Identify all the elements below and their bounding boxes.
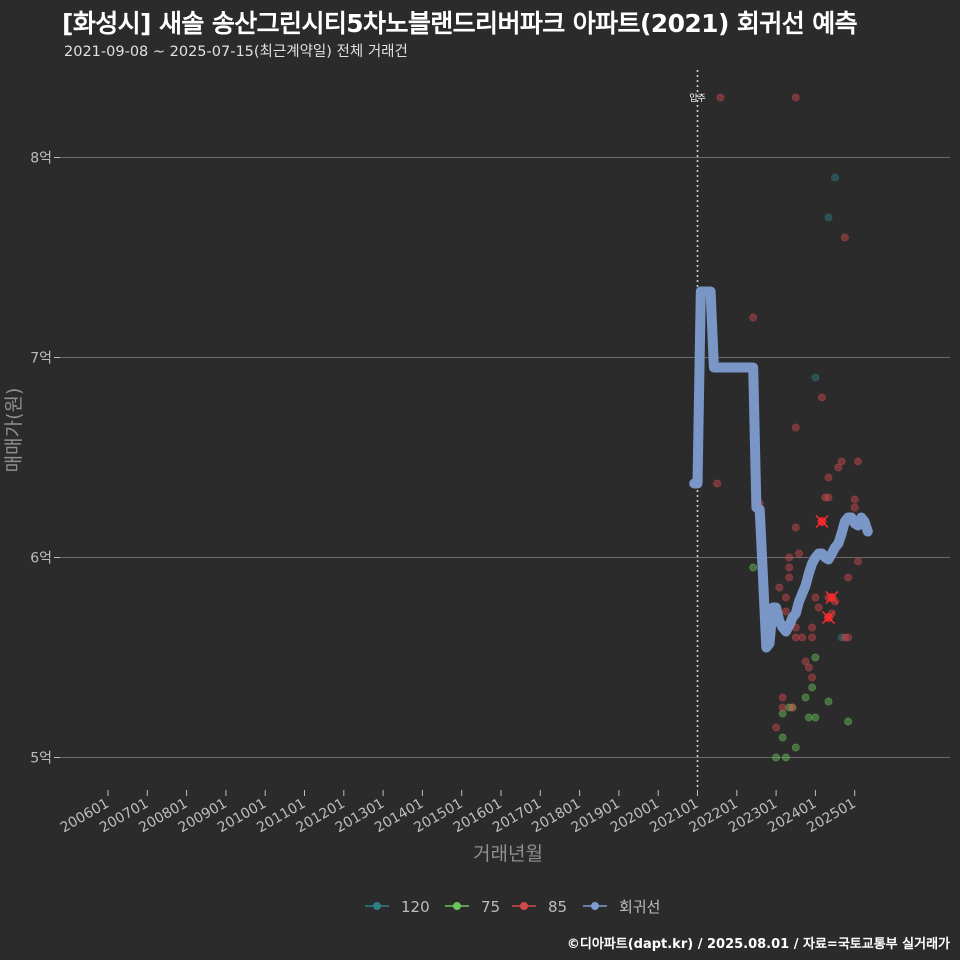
data-point-75 xyxy=(749,563,758,572)
y-tick-label: 6억 xyxy=(30,551,52,567)
legend-label: 75 xyxy=(481,898,500,916)
data-point-120 xyxy=(824,213,833,222)
data-point-85 xyxy=(824,473,833,482)
data-point-75 xyxy=(824,697,833,706)
data-point-85 xyxy=(804,663,813,672)
data-point-75 xyxy=(778,709,787,718)
data-point-75 xyxy=(804,713,813,722)
data-point-85 xyxy=(785,573,794,582)
source-caption: ©디아파트(dapt.kr) / 2025.08.01 / 자료=국토교통부 실… xyxy=(566,937,950,952)
data-point-75 xyxy=(811,653,820,662)
data-point-85 xyxy=(844,573,853,582)
data-point-85 xyxy=(798,633,807,642)
data-point-85 xyxy=(840,233,849,242)
data-point-85 xyxy=(818,393,826,402)
highlight-cross xyxy=(825,590,839,605)
data-point-75 xyxy=(844,717,853,726)
data-point-85 xyxy=(837,457,846,466)
data-point-85 xyxy=(844,633,853,642)
data-point-85 xyxy=(716,93,725,102)
data-point-75 xyxy=(772,753,780,762)
regression-layer xyxy=(689,286,873,653)
chart-subtitle: 2021-09-08 ~ 2025-07-15(최근계약일) 전체 거래건 xyxy=(64,44,408,60)
data-point-85 xyxy=(814,603,823,612)
data-point-85 xyxy=(782,607,790,616)
data-point-85 xyxy=(808,673,817,682)
highlight-cross xyxy=(821,610,836,625)
data-point-75 xyxy=(791,743,800,752)
legend-swatch-point xyxy=(373,902,381,910)
data-point-85 xyxy=(801,657,810,666)
data-point-85 xyxy=(808,623,817,632)
legend-swatch-point xyxy=(520,902,528,910)
chart-title: [화성시] 새솔 송산그린시티5차노블랜드리버파크 아파트(2021) 회귀선 … xyxy=(62,9,858,38)
data-point-85 xyxy=(795,549,803,558)
y-tick-label: 5억 xyxy=(30,751,52,767)
legend-swatch-point xyxy=(453,902,461,910)
data-point-85 xyxy=(778,703,787,712)
data-point-120 xyxy=(837,633,846,642)
legend-label: 회귀선 xyxy=(619,898,660,916)
data-point-120 xyxy=(811,373,820,382)
data-point-75 xyxy=(801,693,810,702)
data-point-75 xyxy=(785,703,794,712)
data-point-85 xyxy=(791,93,800,102)
data-point-75 xyxy=(808,683,817,692)
data-point-85 xyxy=(854,557,862,566)
data-point-85 xyxy=(772,723,780,732)
data-point-75 xyxy=(811,713,820,722)
data-point-85 xyxy=(713,479,722,488)
y-tick-label: 8억 xyxy=(30,151,52,167)
data-point-85 xyxy=(791,423,800,432)
grid-layer xyxy=(60,157,950,758)
data-point-85 xyxy=(821,493,830,502)
data-point-85 xyxy=(778,693,787,702)
data-point-85 xyxy=(749,313,758,322)
data-point-85 xyxy=(811,593,820,602)
y-axis-title: 매매가(원) xyxy=(3,388,25,473)
data-point-85 xyxy=(824,493,833,502)
data-point-85 xyxy=(782,593,790,602)
data-point-75 xyxy=(778,733,787,742)
y-tick-label: 7억 xyxy=(30,351,52,367)
axis-layer: 5억6억7억8억20060120070120080120090120100120… xyxy=(30,151,858,837)
data-point-75 xyxy=(782,753,790,762)
data-point-85 xyxy=(785,553,794,562)
data-point-85 xyxy=(775,583,784,592)
move-in-label: 입주 xyxy=(689,92,706,104)
legend-swatch-point xyxy=(591,902,599,910)
points-layer xyxy=(713,93,862,762)
highlight-layer xyxy=(815,514,839,625)
data-point-85 xyxy=(854,457,862,466)
data-point-85 xyxy=(850,503,859,512)
highlight-cross xyxy=(815,514,829,529)
data-point-85 xyxy=(788,703,797,712)
data-point-85 xyxy=(785,563,794,572)
data-point-85 xyxy=(791,633,800,642)
data-point-85 xyxy=(840,633,849,642)
data-point-120 xyxy=(831,173,839,182)
legend-label: 120 xyxy=(401,898,430,916)
regression-line xyxy=(689,286,873,653)
legend: 120 75 85 회귀선 xyxy=(365,898,660,916)
data-point-85 xyxy=(808,633,817,642)
data-point-85 xyxy=(791,523,800,532)
data-point-85 xyxy=(850,495,859,504)
x-axis-title: 거래년월 xyxy=(473,843,543,865)
legend-label: 85 xyxy=(548,898,567,916)
data-point-85 xyxy=(834,463,843,472)
